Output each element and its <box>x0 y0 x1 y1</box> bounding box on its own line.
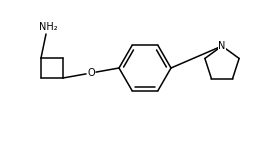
Text: N: N <box>218 41 226 51</box>
Text: NH₂: NH₂ <box>39 22 57 32</box>
Text: O: O <box>87 68 95 78</box>
